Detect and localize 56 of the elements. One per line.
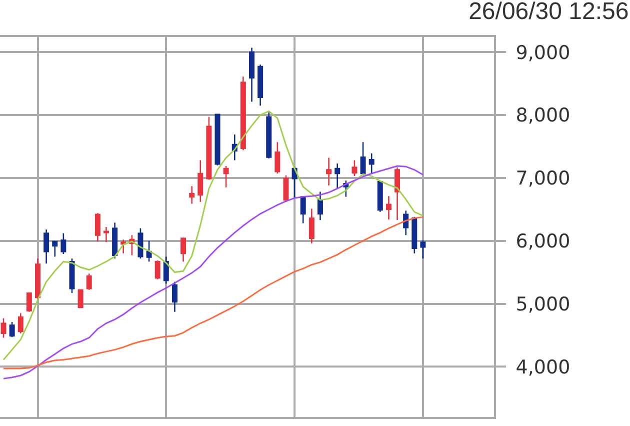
candlestick bbox=[189, 185, 195, 204]
candlestick bbox=[112, 222, 118, 260]
candlestick bbox=[69, 258, 75, 294]
candlestick bbox=[52, 240, 58, 258]
candlestick bbox=[266, 111, 272, 160]
candlestick bbox=[18, 312, 24, 334]
candlestick bbox=[249, 47, 254, 102]
candlestick bbox=[326, 157, 332, 186]
candlestick bbox=[78, 288, 84, 309]
candlestick bbox=[35, 258, 40, 300]
candlestick bbox=[154, 260, 160, 280]
line-series bbox=[2, 110, 424, 360]
candlestick bbox=[138, 228, 144, 260]
candlestick bbox=[334, 162, 340, 190]
text: 26/06/30 12:56 bbox=[468, 0, 629, 25]
candlestick bbox=[206, 116, 212, 180]
candlestick bbox=[60, 232, 66, 255]
y-tick-label: 4,000 bbox=[516, 356, 570, 378]
candlestick bbox=[86, 272, 92, 291]
y-tick-label: 5,000 bbox=[516, 293, 570, 316]
candlestick bbox=[283, 174, 289, 202]
candlestick bbox=[172, 281, 178, 313]
candlestick bbox=[377, 180, 383, 213]
candlestick bbox=[317, 191, 323, 221]
candlestick bbox=[352, 160, 358, 177]
y-tick-label: 9,000 bbox=[516, 42, 570, 64]
candlestick bbox=[274, 141, 280, 174]
candlestick bbox=[0, 318, 6, 338]
candlestick bbox=[163, 256, 169, 284]
candlestick bbox=[240, 76, 246, 151]
candlestick bbox=[146, 240, 152, 262]
y-tick-label: 8,000 bbox=[516, 104, 570, 127]
candlestick bbox=[360, 141, 366, 176]
candlestick bbox=[214, 113, 220, 166]
candlestick bbox=[94, 212, 100, 242]
y-tick-label: 7,000 bbox=[516, 168, 570, 190]
candlestick bbox=[368, 152, 374, 175]
line-series bbox=[2, 216, 424, 370]
candlestick bbox=[223, 165, 229, 188]
candlestick bbox=[394, 166, 400, 221]
candlestick bbox=[103, 226, 109, 243]
candlestick bbox=[180, 237, 186, 262]
candlestick bbox=[26, 292, 32, 313]
candlestick bbox=[120, 238, 126, 254]
candlestick bbox=[258, 64, 264, 106]
line-series bbox=[2, 165, 424, 380]
candlestick bbox=[198, 160, 204, 202]
candlestick bbox=[300, 196, 306, 224]
candlestick bbox=[403, 210, 409, 236]
candlestick bbox=[308, 208, 314, 244]
y-tick-label: 6,000 bbox=[516, 230, 570, 252]
candlestick bbox=[9, 321, 15, 338]
candlestick bbox=[420, 240, 426, 260]
candlestick bbox=[386, 196, 392, 220]
candlestick bbox=[412, 216, 418, 254]
candlestick bbox=[44, 228, 50, 264]
